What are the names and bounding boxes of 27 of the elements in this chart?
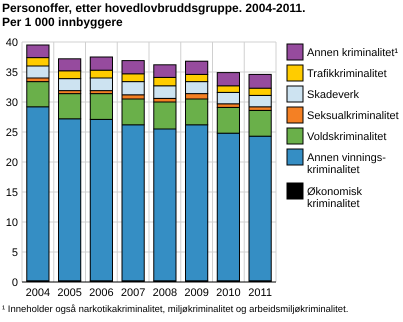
x-tick-label: 2008 (152, 287, 178, 299)
x-tick-label: 2011 (248, 287, 272, 299)
y-tick-label: 0 (12, 276, 18, 289)
text: ¹ Inneholder også narkotikakriminalitet, miljøkriminalitet og arbeidsmiljøkriminalitet. (2, 304, 348, 315)
y-tick-label: 10 (6, 216, 18, 229)
legend-label: Annen kriminalitet¹ (307, 46, 398, 59)
y-tick-label: 25 (6, 126, 18, 139)
y-tick-label: 35 (6, 66, 18, 79)
legend-label: Trafikkriminalitet (307, 68, 387, 80)
legend-label: Annen vinnings-kriminalitet (307, 152, 386, 176)
x-tick-label: 2005 (57, 287, 82, 299)
x-tick-label: 2009 (184, 287, 209, 299)
x-tick-label: 2010 (216, 287, 241, 299)
y-tick-label: 20 (6, 156, 18, 169)
legend-label: Seksualkriminalitet (307, 110, 399, 122)
legend-label: Økonomisk kriminalitet (307, 186, 363, 210)
y-tick-label: 5 (12, 246, 18, 259)
y-tick-label: 30 (6, 96, 18, 109)
x-tick-label: 2007 (120, 287, 146, 299)
chart-title: Personoffer, etter hovedlovbruddsgruppe. 2004-2011. (2, 1, 306, 15)
chart-subtitle: Per 1 000 innbyggere (2, 15, 124, 29)
x-tick-label: 2004 (26, 287, 50, 299)
y-tick-label: 40 (6, 36, 18, 49)
legend-label: Voldskriminalitet (307, 130, 386, 143)
legend-label: Skadeverk (307, 88, 360, 101)
y-tick-label: 15 (6, 186, 18, 199)
x-tick-label: 2006 (89, 287, 114, 299)
